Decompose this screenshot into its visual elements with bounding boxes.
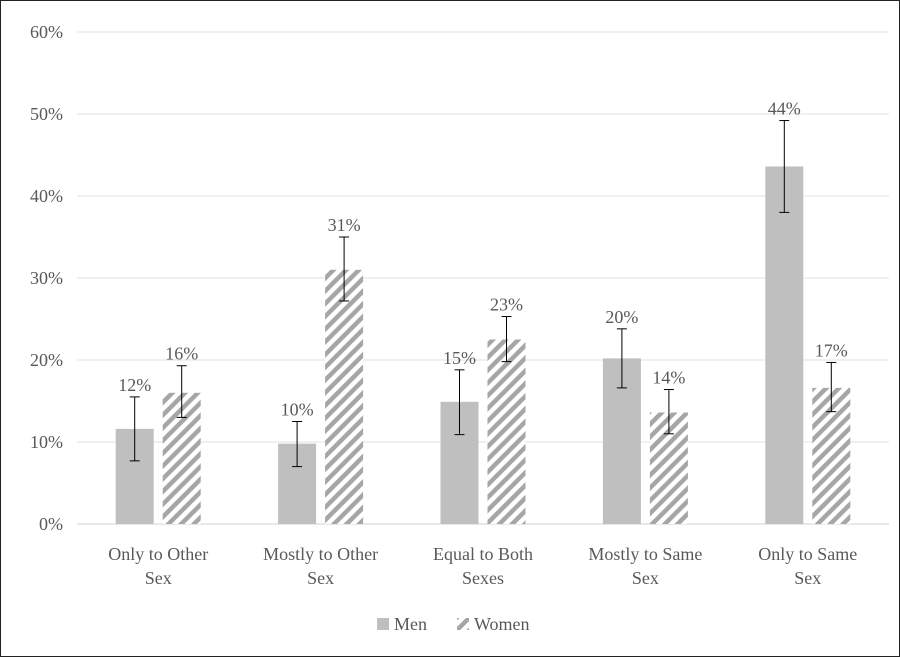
- error-bar-men: [292, 421, 303, 468]
- y-tick-label: 20%: [30, 350, 63, 370]
- error-bar-women: [339, 236, 350, 302]
- data-label-women: 17%: [815, 340, 848, 360]
- data-label-women: 16%: [165, 344, 198, 364]
- bars: [115, 166, 851, 525]
- error-bar-women: [176, 365, 187, 418]
- legend-swatch-women: [457, 618, 469, 630]
- data-label-women: 31%: [328, 215, 361, 235]
- y-tick-label: 40%: [30, 186, 63, 206]
- x-tick-label: Mostly to Same Sex: [588, 544, 702, 588]
- x-tick-label-line: Mostly to Same: [588, 544, 702, 564]
- x-tick-label: Mostly to Other Sex: [263, 544, 378, 588]
- y-tick-label: 30%: [30, 268, 63, 288]
- x-tick-label: Only to Other Sex: [108, 544, 208, 588]
- x-tick-label: Only to Same Sex: [758, 544, 857, 588]
- y-tick-label: 0%: [39, 514, 63, 534]
- y-tick-label: 60%: [30, 22, 63, 42]
- error-bar-men: [454, 369, 465, 436]
- error-bar-men: [779, 120, 790, 213]
- y-tick-label: 50%: [30, 104, 63, 124]
- error-bar-men: [616, 328, 627, 389]
- error-bars: [129, 120, 837, 468]
- legend: Men Women: [377, 614, 530, 634]
- x-tick-label-line: Only to Same: [758, 544, 857, 564]
- legend-swatch-men: [377, 618, 389, 630]
- error-bar-women: [826, 361, 837, 413]
- legend-label-women: Women: [474, 614, 530, 634]
- x-tick-label-line: Sex: [307, 568, 334, 588]
- x-tick-label-line: Sex: [632, 568, 659, 588]
- y-axis-ticks: 0% 10% 20% 30% 40% 50% 60%: [30, 22, 63, 534]
- bar-women: [325, 269, 364, 524]
- x-tick-label-line: Mostly to Other: [263, 544, 378, 564]
- data-label-men: 10%: [281, 400, 314, 420]
- data-label-men: 12%: [118, 375, 151, 395]
- data-label-men: 20%: [605, 307, 638, 327]
- error-bar-men: [129, 396, 140, 462]
- x-axis-ticks: Only to Other Sex Mostly to Other Sex Equal …: [108, 544, 857, 588]
- x-tick-label-line: Sexes: [462, 568, 504, 588]
- data-label-women: 23%: [490, 295, 523, 315]
- data-label-men: 15%: [443, 348, 476, 368]
- data-label-women: 14%: [652, 368, 685, 388]
- x-tick-label: Equal to Both Sexes: [433, 544, 533, 588]
- error-bar-women: [663, 389, 674, 435]
- bar-men: [765, 166, 804, 525]
- x-tick-label-line: Sex: [145, 568, 172, 588]
- legend-item-women: Women: [457, 614, 530, 634]
- x-tick-label-line: Sex: [794, 568, 821, 588]
- x-tick-label-line: Equal to Both: [433, 544, 533, 564]
- y-tick-label: 10%: [30, 432, 63, 452]
- gridlines: [77, 31, 889, 525]
- x-tick-label-line: Only to Other: [108, 544, 208, 564]
- legend-label-men: Men: [394, 614, 427, 634]
- data-labels: 12% 16% 10% 31% 15% 23% 20% 14% 44% 17%: [118, 99, 848, 420]
- error-bar-women: [501, 316, 512, 363]
- data-label-men: 44%: [768, 99, 801, 119]
- bar-women: [487, 339, 526, 524]
- legend-item-men: Men: [377, 614, 427, 634]
